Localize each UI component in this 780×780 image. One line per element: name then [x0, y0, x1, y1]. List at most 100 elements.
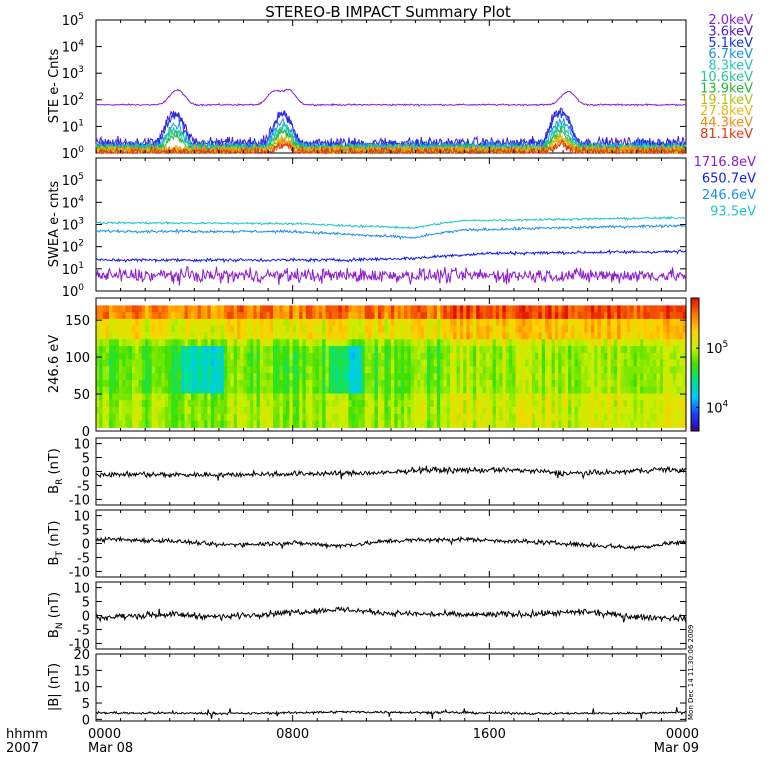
- pad-heatmap-cell: [299, 393, 304, 401]
- pad-heatmap-cell: [587, 359, 592, 367]
- bmag-ylabel: |B| (nT): [47, 663, 62, 711]
- pad-heatmap-cell: [669, 312, 674, 320]
- pad-heatmap-cell: [335, 339, 340, 347]
- pad-heatmap-cell: [636, 400, 641, 408]
- pad-heatmap-cell: [279, 406, 284, 415]
- pad-heatmap-cell: [164, 332, 169, 340]
- pad-heatmap-cell: [450, 400, 454, 408]
- pad-heatmap-cell: [269, 318, 274, 327]
- pad-heatmap-cell: [453, 386, 458, 395]
- pad-heatmap-cell: [223, 305, 228, 313]
- pad-heatmap-cell: [158, 379, 163, 388]
- pad-heatmap-cell: [518, 366, 523, 374]
- pad-heatmap-cell: [132, 305, 136, 313]
- pad-heatmap-cell: [220, 373, 225, 381]
- pad-heatmap-cell: [512, 346, 517, 354]
- pad-heatmap-cell: [135, 339, 140, 347]
- pad-heatmap-cell: [676, 332, 681, 340]
- pad-heatmap-cell: [158, 346, 163, 354]
- pad-heatmap-cell: [266, 352, 271, 361]
- pad-heatmap-cell: [450, 352, 454, 361]
- pad-heatmap-cell: [263, 359, 268, 367]
- pad-heatmap-cell: [584, 373, 589, 381]
- pad-heatmap-cell: [450, 366, 454, 374]
- pad-heatmap-cell: [141, 393, 146, 401]
- pad-heatmap-cell: [659, 393, 664, 401]
- pad-heatmap-cell: [115, 312, 120, 320]
- pad-heatmap-cell: [443, 373, 448, 381]
- pad-heatmap-cell: [338, 393, 343, 401]
- pad-heatmap-cell: [302, 305, 307, 313]
- pad-heatmap-cell: [413, 352, 418, 361]
- pad-heatmap-cell: [404, 312, 408, 320]
- pad-heatmap-cell: [676, 312, 681, 320]
- pad-heatmap-cell: [141, 339, 146, 347]
- pad-heatmap-cell: [420, 366, 425, 374]
- pad-heatmap-cell: [627, 406, 631, 415]
- pad-heatmap-cell: [148, 339, 153, 347]
- pad-heatmap-cell: [122, 332, 127, 340]
- pad-heatmap-cell: [522, 366, 526, 374]
- pad-heatmap-cell: [276, 400, 281, 408]
- pad-heatmap-cell: [250, 325, 254, 334]
- pad-heatmap-cell: [404, 359, 408, 367]
- pad-heatmap-cell: [171, 332, 176, 340]
- pad-heatmap-cell: [391, 312, 395, 320]
- bt-ytick-label: -5: [77, 551, 90, 566]
- pad-heatmap-cell: [676, 386, 681, 395]
- pad-heatmap-cell: [227, 413, 231, 422]
- pad-heatmap-cell: [577, 305, 582, 313]
- pad-heatmap-cell: [640, 339, 644, 347]
- pad-heatmap-cell: [590, 305, 595, 313]
- pad-heatmap-cell: [263, 413, 268, 422]
- pad-heatmap-cell: [302, 366, 307, 374]
- pad-heatmap-cell: [489, 346, 494, 354]
- pad-heatmap-cell: [236, 318, 241, 327]
- pad-heatmap-cell: [138, 413, 143, 422]
- pad-heatmap-cell: [318, 413, 323, 422]
- pad-heatmap-cell: [184, 406, 189, 415]
- pad-heatmap-cell: [391, 420, 395, 428]
- pad-heatmap-cell: [184, 332, 189, 340]
- pad-heatmap-cell: [472, 379, 477, 388]
- pad-heatmap-cell: [168, 393, 172, 401]
- pad-heatmap-cell: [295, 406, 300, 415]
- pad-heatmap-cell: [472, 366, 477, 374]
- pad-heatmap-cell: [181, 413, 186, 422]
- pad-heatmap-cell: [653, 413, 658, 422]
- ste-traces: [95, 88, 687, 155]
- pad-heatmap-cell: [417, 318, 422, 327]
- pad-heatmap-cell: [371, 339, 376, 347]
- pad-heatmap-cell: [607, 346, 612, 354]
- pad-heatmap-cell: [200, 373, 205, 381]
- pad-heatmap-cell: [200, 386, 205, 395]
- pad-heatmap-cell: [292, 339, 297, 347]
- pad-heatmap-cell: [646, 359, 651, 367]
- pad-heatmap-cell: [305, 352, 310, 361]
- pad-heatmap-cell: [207, 386, 212, 395]
- pad-heatmap-cell: [600, 318, 605, 327]
- pad-heatmap-cell: [649, 366, 654, 374]
- pad-heatmap-cell: [515, 325, 520, 334]
- pad-heatmap-cell: [345, 359, 349, 367]
- pad-heatmap-cell: [633, 339, 638, 347]
- pad-heatmap-cell: [138, 366, 143, 374]
- pad-heatmap-cell: [676, 318, 681, 327]
- pad-heatmap-cell: [577, 413, 582, 422]
- pad-heatmap-cell: [151, 332, 156, 340]
- pad-heatmap-cell: [105, 339, 110, 347]
- pad-heatmap-cell: [620, 393, 625, 401]
- br-traces: [95, 465, 687, 481]
- pad-heatmap-cell: [499, 393, 504, 401]
- pad-heatmap-cell: [456, 339, 461, 347]
- pad-heatmap-cell: [338, 386, 343, 395]
- pad-heatmap-cell: [450, 312, 454, 320]
- pad-heatmap-cell: [450, 318, 454, 327]
- pad-heatmap-cell: [302, 420, 307, 428]
- pad-heatmap-cell: [512, 413, 517, 422]
- pad-heatmap-cell: [371, 373, 376, 381]
- pad-heatmap-cell: [364, 305, 369, 313]
- pad-heatmap-cell: [669, 305, 674, 313]
- pad-heatmap-cell: [286, 373, 290, 381]
- pad-heatmap-cell: [413, 400, 418, 408]
